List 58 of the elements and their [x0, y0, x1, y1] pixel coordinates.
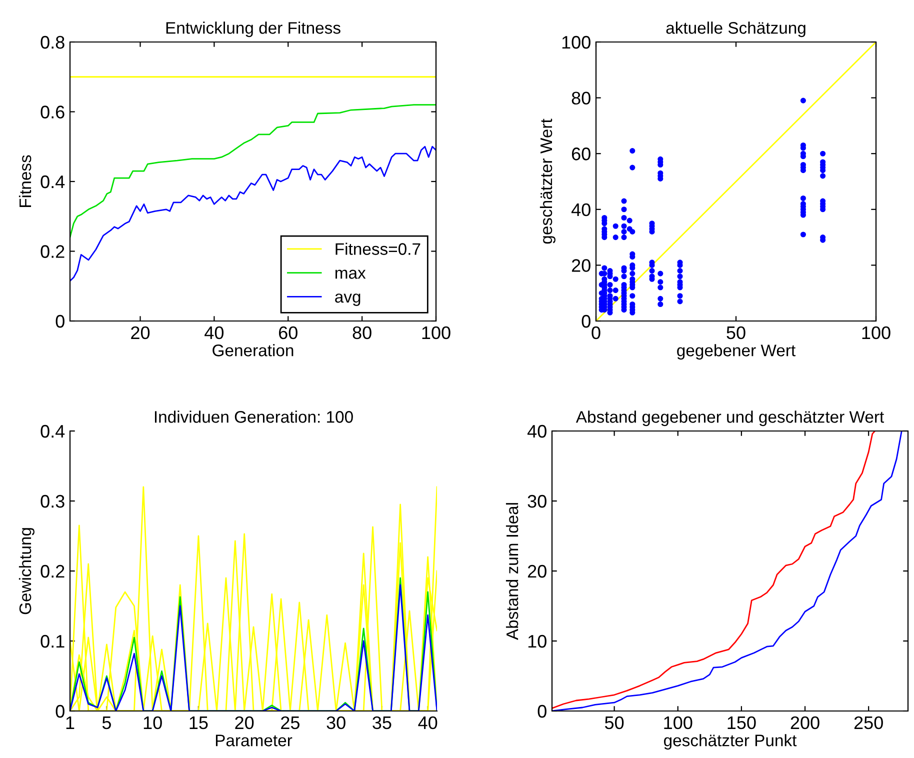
y-tick-label: 0.6 [40, 106, 64, 118]
x-tick-label: 1 [66, 716, 74, 729]
x-tick-label: 250 [854, 716, 883, 730]
y-tick-label: 0.4 [40, 424, 65, 438]
x-axis-title: Parameter [216, 734, 292, 746]
chart-title: Individuen Generation: 100 [154, 410, 353, 423]
x-axis-title: Generation [212, 344, 294, 356]
x-tick-label: 40 [204, 326, 224, 340]
chart-title: aktuelle Schätzung [666, 22, 806, 38]
x-tick-label: 25 [281, 716, 300, 730]
x-tick-label: 50 [604, 716, 624, 730]
y-tick-label: 0.2 [40, 564, 64, 578]
x-axis-title: geschätzter Punkt [664, 734, 797, 750]
y-tick-label: 0.1 [40, 634, 64, 648]
chart-title: Entwicklung der Fitness [166, 22, 340, 38]
x-tick-label: 5 [102, 716, 111, 730]
y-tick-label: 0.8 [40, 36, 64, 49]
y-tick-label: 0 [582, 314, 590, 328]
x-tick-label: 80 [352, 326, 372, 340]
y-tick-label: 40 [571, 203, 590, 216]
y-tick-label: 0.2 [40, 245, 64, 258]
legend-label: avg [335, 294, 360, 306]
y-axis-title: geschätzter Wert [540, 118, 556, 244]
x-tick-label: 150 [728, 716, 756, 730]
x-tick-label: 20 [131, 326, 150, 340]
y-tick-label: 0.3 [40, 494, 64, 508]
x-tick-label: 200 [790, 716, 820, 730]
x-tick-label: 15 [190, 716, 208, 730]
legend-label: Fitness=0.7 [336, 242, 420, 255]
y-axis-title: Fitness [18, 155, 32, 207]
y-tick-label: 0 [56, 314, 64, 328]
x-tick-label: 0 [592, 326, 600, 340]
y-tick-label: 30 [528, 494, 546, 508]
x-tick-label: 35 [372, 716, 392, 730]
y-axis-title: Abstand zum Ideal [506, 503, 518, 640]
x-tick-label: 30 [326, 716, 346, 730]
chart-title: Abstand gegebener und geschätzter Wert [576, 410, 884, 426]
x-tick-label: 100 [862, 326, 890, 340]
y-tick-label: 0 [538, 704, 546, 718]
x-tick-label: 100 [422, 326, 450, 340]
x-tick-label: 20 [235, 716, 254, 730]
x-tick-label: 10 [144, 716, 162, 730]
y-tick-label: 0.4 [40, 175, 65, 188]
legend-label: max [335, 270, 366, 279]
y-tick-label: 80 [572, 92, 590, 105]
y-tick-label: 20 [528, 564, 546, 578]
x-tick-label: 50 [726, 326, 746, 340]
x-axis-title: gegebener Wert [677, 344, 796, 360]
x-tick-label: 40 [418, 716, 438, 730]
x-tick-label: 60 [278, 326, 298, 340]
y-axis-title: Gewichtung [18, 528, 34, 614]
y-tick-label: 10 [528, 634, 546, 648]
y-tick-label: 20 [572, 259, 590, 272]
y-tick-label: 40 [527, 424, 546, 438]
y-tick-label: 100 [562, 36, 590, 49]
x-tick-label: 100 [664, 716, 692, 730]
y-tick-label: 0 [56, 704, 64, 718]
y-tick-label: 60 [572, 148, 590, 160]
